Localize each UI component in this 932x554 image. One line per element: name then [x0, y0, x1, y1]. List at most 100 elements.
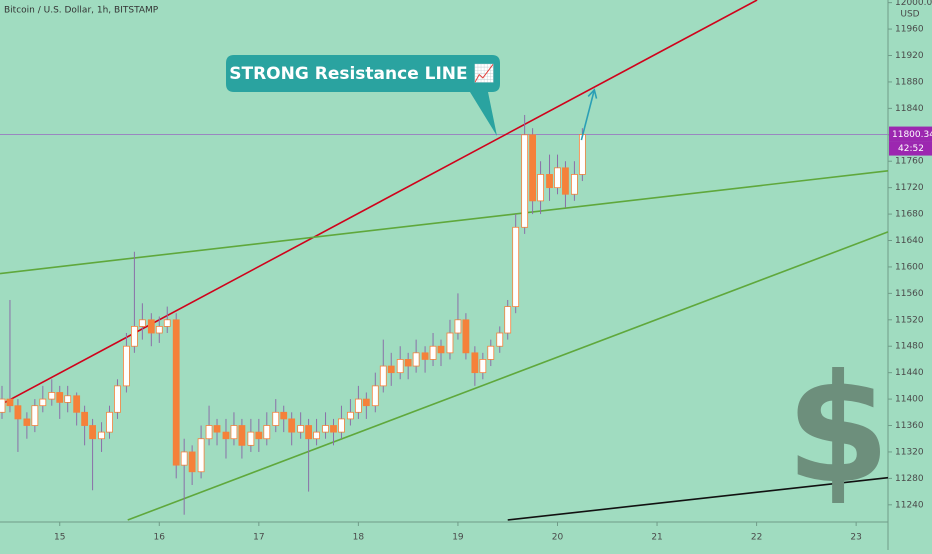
x-tick-label: 16 — [154, 533, 166, 543]
candle-body — [437, 345, 445, 354]
candle-body — [347, 411, 354, 420]
candle-body — [255, 431, 263, 440]
y-tick-label: 11480 — [895, 342, 924, 352]
x-tick-label: 15 — [54, 533, 65, 543]
countdown-tag — [889, 141, 932, 156]
x-tick-label: 22 — [751, 533, 762, 543]
candle-body — [64, 395, 72, 403]
candle-body — [163, 319, 171, 327]
candle-body — [197, 438, 205, 473]
y-tick-label: 11840 — [895, 104, 924, 114]
y-tick-label: 12000.00 — [895, 0, 932, 8]
x-tick-label: 17 — [253, 533, 264, 543]
candle-body — [238, 425, 246, 446]
candle-body — [205, 425, 213, 440]
candle-body — [354, 398, 362, 413]
chart-title: Bitcoin / U.S. Dollar, 1h, BITSTAMP — [4, 6, 159, 16]
candle-body — [504, 306, 512, 334]
candle-body — [31, 405, 39, 426]
candle-body — [0, 398, 6, 413]
candle-body — [387, 365, 395, 374]
candle-body — [546, 174, 553, 189]
plot-area — [0, 0, 889, 521]
arrow-line — [580, 89, 596, 141]
y-tick-label: 11640 — [895, 236, 924, 246]
y-tick-label: 11560 — [895, 289, 924, 299]
candle-body — [512, 226, 520, 307]
y-tick-label: 11280 — [895, 474, 924, 484]
candle-body — [529, 134, 537, 202]
candle-body — [180, 451, 188, 466]
y-tick-label: 11240 — [895, 500, 924, 510]
candle-body — [521, 134, 529, 228]
y-tick-label: 11680 — [895, 210, 924, 220]
annotation-text: STRONG Resistance LINE 📈 — [229, 63, 494, 84]
candle-body — [123, 345, 130, 387]
candle-body — [188, 451, 196, 473]
y-tick-label: 11440 — [895, 368, 924, 378]
y-tick-label: 11400 — [895, 395, 924, 405]
candle-body — [81, 411, 89, 426]
candle-body — [14, 405, 22, 420]
x-tick-label: 19 — [452, 533, 464, 543]
candle-body — [89, 425, 96, 440]
candle-body — [554, 167, 561, 189]
annotation-callout — [226, 55, 500, 136]
candle-body — [147, 319, 155, 334]
y-tick-label: 11720 — [895, 183, 924, 193]
candle-body — [322, 425, 329, 433]
countdown-label: 42:52 — [898, 144, 924, 154]
candle-body — [247, 431, 255, 446]
candle-body — [471, 352, 479, 374]
candle-body — [272, 411, 280, 426]
candle-body — [6, 398, 14, 407]
trend-line — [0, 170, 889, 275]
candle-body — [454, 319, 462, 334]
candle-body — [379, 365, 387, 387]
candle-body — [496, 332, 504, 347]
y-axis-label: USD — [900, 10, 919, 20]
candle-body — [313, 431, 320, 440]
trend-line — [127, 231, 889, 521]
trend-line — [507, 476, 889, 521]
arrow-head — [587, 88, 598, 99]
candle-body — [230, 425, 238, 440]
candle-body — [421, 352, 429, 360]
candle-body — [362, 398, 370, 407]
candle-body — [562, 167, 569, 195]
candle-body — [155, 326, 163, 334]
candle-body — [39, 398, 47, 407]
candle-body — [213, 425, 221, 433]
candle-body — [396, 359, 404, 374]
candle-body — [263, 425, 271, 440]
candle-body — [138, 319, 146, 327]
candle-body — [571, 174, 578, 195]
candle-body — [487, 345, 495, 360]
candle-body — [130, 326, 138, 347]
candle-body — [114, 385, 121, 413]
candle-body — [297, 425, 305, 433]
candle-body — [446, 332, 454, 354]
last-price-label: 11800.34 — [892, 130, 932, 140]
candle-body — [56, 392, 64, 403]
y-tick-label: 11920 — [895, 51, 924, 61]
candle-body — [462, 319, 470, 354]
last-price-tag — [889, 126, 932, 142]
candle-body — [371, 385, 379, 407]
candle-body — [106, 411, 113, 433]
candle-body — [330, 425, 337, 433]
x-tick-label: 23 — [850, 533, 861, 543]
y-tick-label: 11360 — [895, 421, 924, 431]
y-tick-label: 11600 — [895, 262, 924, 272]
candle-body — [73, 395, 81, 413]
candle-body — [280, 411, 288, 420]
candle-body — [172, 319, 180, 466]
candle-body — [429, 345, 437, 360]
y-tick-label: 11760 — [895, 157, 924, 167]
candle-body — [537, 174, 544, 202]
candle-body — [412, 352, 420, 367]
candle-body — [404, 359, 412, 367]
dollar-icon: $ — [786, 343, 890, 517]
